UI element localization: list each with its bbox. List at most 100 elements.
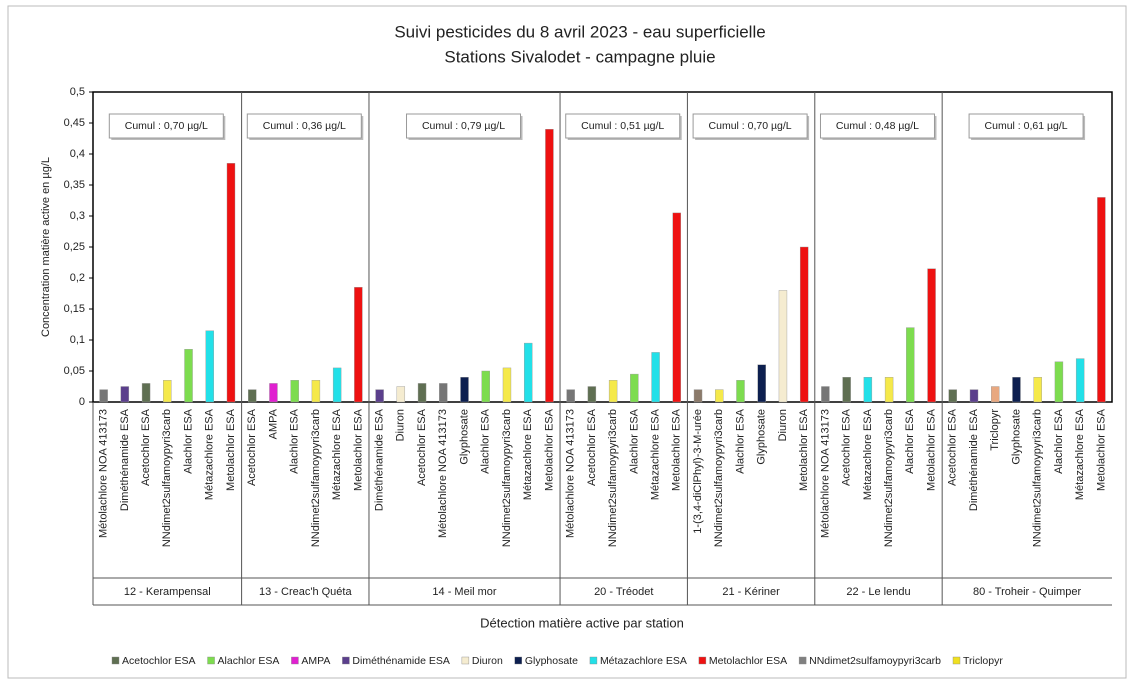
group-label: 20 - Tréodet [594, 586, 653, 598]
bar [757, 364, 766, 403]
bar [396, 386, 406, 403]
y-tick-label: 0,4 [70, 148, 85, 160]
annotation-box [819, 113, 935, 139]
legend-swatch [291, 656, 299, 665]
x-tick-label: Metolachlor ESA [925, 408, 937, 491]
x-tick-label: Diuron [777, 409, 789, 441]
bar [99, 389, 108, 403]
group-label: 13 - Creac'h Quéta [259, 586, 352, 598]
bar [736, 380, 745, 403]
legend-swatch [698, 656, 707, 665]
x-tick-label: Diméthénamide ESA [374, 408, 386, 511]
x-tick-label: Métolachlore NOA 413173 [819, 409, 831, 538]
x-tick-label: Acetochlor ESA [586, 408, 598, 486]
y-tick-label: 0,1 [70, 334, 85, 346]
x-tick-label: Métolachlore NOA 413173 [437, 409, 449, 538]
bar [651, 352, 660, 403]
legend-swatch [111, 656, 120, 665]
x-tick-label: Glyphosate [1010, 409, 1022, 465]
x-tick-label: Diuron [395, 409, 407, 441]
x-tick-label: Metolachlor ESA [225, 408, 237, 491]
legend-label: Métazachlore ESA [600, 655, 687, 667]
bar [778, 290, 788, 403]
y-tick-label: 0,2 [70, 272, 85, 284]
legend-swatch [514, 656, 523, 665]
bar [460, 377, 469, 403]
x-tick-label: NNdimet2sulfamoypyri3carb [1032, 409, 1044, 547]
annotation-box [108, 113, 224, 139]
x-tick-label: Glyphosate [756, 409, 768, 465]
x-tick-label: NNdimet2sulfamoypyri3carb [883, 409, 895, 547]
annotation: Cumul : 0,70 µg/L [125, 120, 208, 132]
bar [884, 377, 894, 403]
x-tick-label: Acetochlor ESA [841, 408, 853, 486]
bar [354, 287, 363, 403]
x-tick-label: Métazachlore ESA [331, 408, 343, 500]
x-tick-label: NNdimet2sulfamoypyri3carb [310, 409, 322, 547]
chart-title: Suivi pesticides du 8 avril 2023 - eau s… [394, 22, 765, 41]
bar [821, 386, 830, 403]
x-tick-label: Metolachlor ESA [1095, 408, 1107, 491]
legend-swatch [952, 656, 961, 665]
annotation: Cumul : 0,48 µg/L [836, 120, 919, 132]
annotation-box [246, 113, 362, 139]
annotation: Cumul : 0,61 µg/L [985, 120, 1068, 132]
x-tick-label: Alachlor ESA [628, 408, 640, 473]
x-tick-label: Alachlor ESA [1053, 408, 1065, 473]
x-tick-label: Métolachlore NOA 413173 [98, 409, 110, 538]
legend-label: Glyphosate [525, 655, 578, 667]
bar [163, 380, 172, 403]
bar [290, 380, 299, 403]
bar [269, 383, 278, 403]
x-tick-label: Métazachlore ESA [522, 408, 534, 500]
group-label: 80 - Troheir - Quimper [973, 586, 1082, 598]
group-label: 12 - Kerampensal [124, 586, 211, 598]
bar [417, 383, 427, 403]
bar [332, 367, 342, 403]
bar [842, 377, 851, 403]
x-tick-label: Metolachlor ESA [352, 408, 364, 491]
legend-swatch [798, 656, 807, 665]
bar [693, 389, 703, 403]
bar [927, 268, 936, 403]
bar [1075, 358, 1085, 403]
bar [1054, 361, 1064, 403]
legend-label: Diméthénamide ESA [352, 655, 449, 667]
bar [205, 330, 214, 403]
annotation-box [692, 113, 808, 139]
group-label: 14 - Meil mor [432, 586, 497, 598]
y-tick-label: 0,5 [70, 86, 85, 98]
x-tick-label: AMPA [267, 408, 279, 439]
x-tick-label: Alachlor ESA [904, 408, 916, 473]
y-axis-label: Concentration matière active en µg/L [40, 157, 52, 337]
x-tick-label: NNdimet2sulfamoypyri3carb [713, 409, 725, 547]
legend-label: NNdimet2sulfamoypyri3carb [809, 655, 941, 667]
y-tick-label: 0,35 [64, 179, 85, 191]
x-tick-label: Acetochlor ESA [416, 408, 428, 486]
legend-label: Alachlor ESA [218, 655, 280, 667]
legend-swatch [589, 656, 598, 665]
group-label: 22 - Le lendu [846, 586, 910, 598]
x-tick-label: NNdimet2sulfamoypyri3carb [501, 409, 513, 547]
legend-label: Metolachlor ESA [709, 655, 787, 667]
x-tick-label: Acetochlor ESA [947, 408, 959, 486]
bar [672, 212, 682, 403]
bar [311, 380, 321, 403]
annotation-box [406, 113, 522, 139]
x-tick-label: Metolachlor ESA [543, 408, 555, 491]
bar [969, 389, 979, 403]
bar [523, 342, 533, 403]
y-tick-label: 0,3 [70, 210, 85, 222]
x-tick-label: Diméthénamide ESA [119, 408, 131, 511]
group-label: 21 - Kériner [722, 586, 780, 598]
bar [1012, 377, 1021, 403]
bar [906, 327, 915, 403]
y-tick-label: 0,15 [64, 303, 85, 315]
legend-swatch [342, 656, 350, 665]
bar [184, 349, 193, 403]
bar [502, 367, 512, 403]
bar [1097, 197, 1106, 403]
bar [799, 246, 809, 403]
annotation: Cumul : 0,79 µg/L [422, 120, 505, 132]
